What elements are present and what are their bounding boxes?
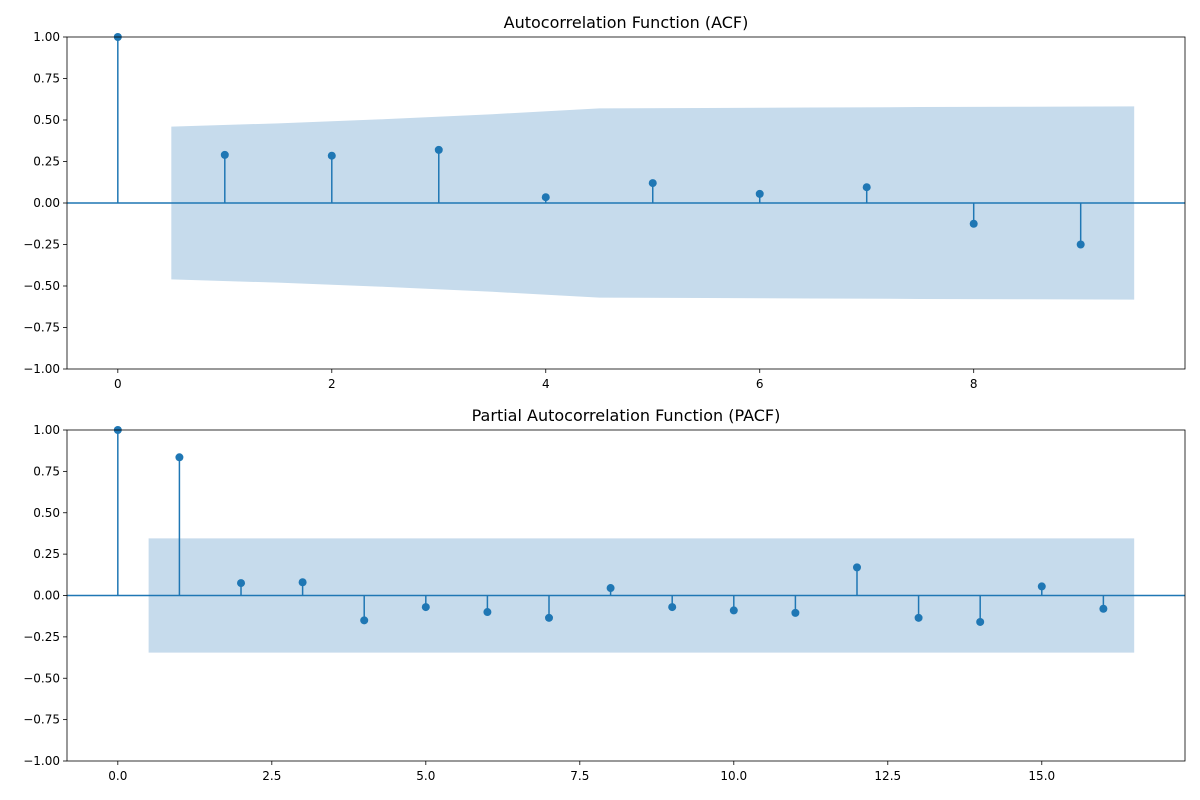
pacf-ytick-label: 0.00 [33, 589, 60, 603]
pacf-xtick-label: 5.0 [416, 769, 435, 783]
acf-marker-lag-8 [969, 219, 978, 228]
pacf-marker-lag-16 [1099, 604, 1108, 613]
pacf-marker-lag-7 [545, 613, 554, 622]
pacf-ytick-label: −1.00 [23, 754, 60, 768]
pacf-marker-lag-10 [729, 606, 738, 615]
acf-marker-lag-5 [648, 179, 657, 188]
acf-ytick-label: −1.00 [23, 362, 60, 376]
acf-title: Autocorrelation Function (ACF) [504, 13, 749, 32]
pacf-marker-lag-8 [606, 584, 615, 593]
pacf-ytick-label: 0.75 [33, 464, 60, 478]
pacf-marker-lag-3 [298, 578, 307, 587]
acf-ytick-label: 0.75 [33, 72, 60, 86]
pacf-marker-lag-4 [360, 616, 369, 625]
pacf-marker-lag-15 [1037, 582, 1046, 591]
pacf-ytick-label: −0.25 [23, 630, 60, 644]
pacf-xtick-label: 7.5 [570, 769, 589, 783]
pacf-marker-lag-14 [976, 617, 985, 626]
pacf-marker-lag-1 [175, 453, 184, 462]
pacf-xtick-label: 12.5 [874, 769, 901, 783]
acf-panel: Autocorrelation Function (ACF) −1.00 −0.7… [23, 13, 1186, 391]
pacf-ytick-label: 0.50 [33, 506, 60, 520]
acf-marker-lag-3 [434, 145, 443, 154]
acf-marker-lag-1 [220, 150, 229, 159]
acf-ytick-label: −0.75 [23, 321, 60, 335]
pacf-marker-lag-6 [483, 608, 492, 617]
pacf-panel: Partial Autocorrelation Function (PACF) … [23, 406, 1186, 783]
pacf-title: Partial Autocorrelation Function (PACF) [472, 406, 781, 425]
acf-marker-lag-7 [862, 183, 871, 192]
acf-ytick-label: −0.25 [23, 238, 60, 252]
acf-xtick-label: 4 [542, 377, 550, 391]
pacf-ytick-label: −0.75 [23, 713, 60, 727]
pacf-marker-lag-9 [668, 603, 677, 612]
pacf-ytick-label: 1.00 [33, 423, 60, 437]
pacf-ytick-label: −0.50 [23, 671, 60, 685]
pacf-xtick-label: 10.0 [720, 769, 747, 783]
acf-marker-lag-6 [755, 189, 764, 198]
acf-marker-lag-4 [541, 193, 550, 202]
pacf-xtick-label: 2.5 [262, 769, 281, 783]
acf-xtick-label: 0 [114, 377, 122, 391]
acf-ytick-label: 1.00 [33, 30, 60, 44]
pacf-xtick-label: 0.0 [108, 769, 127, 783]
acf-marker-lag-2 [327, 151, 336, 160]
pacf-marker-lag-11 [791, 608, 800, 617]
pacf-ytick-label: 0.25 [33, 547, 60, 561]
acf-marker-lag-9 [1076, 240, 1085, 249]
pacf-xtick-label: 15.0 [1028, 769, 1055, 783]
acf-xtick-label: 8 [970, 377, 978, 391]
pacf-marker-lag-12 [852, 563, 861, 572]
acf-xtick-label: 6 [756, 377, 764, 391]
pacf-marker-lag-5 [421, 603, 430, 612]
pacf-marker-lag-2 [237, 579, 246, 588]
acf-ytick-label: 0.00 [33, 196, 60, 210]
acf-ytick-label: −0.50 [23, 279, 60, 293]
acf-ytick-label: 0.50 [33, 113, 60, 127]
acf-xtick-label: 2 [328, 377, 336, 391]
acf-ytick-label: 0.25 [33, 155, 60, 169]
pacf-marker-lag-13 [914, 613, 923, 622]
